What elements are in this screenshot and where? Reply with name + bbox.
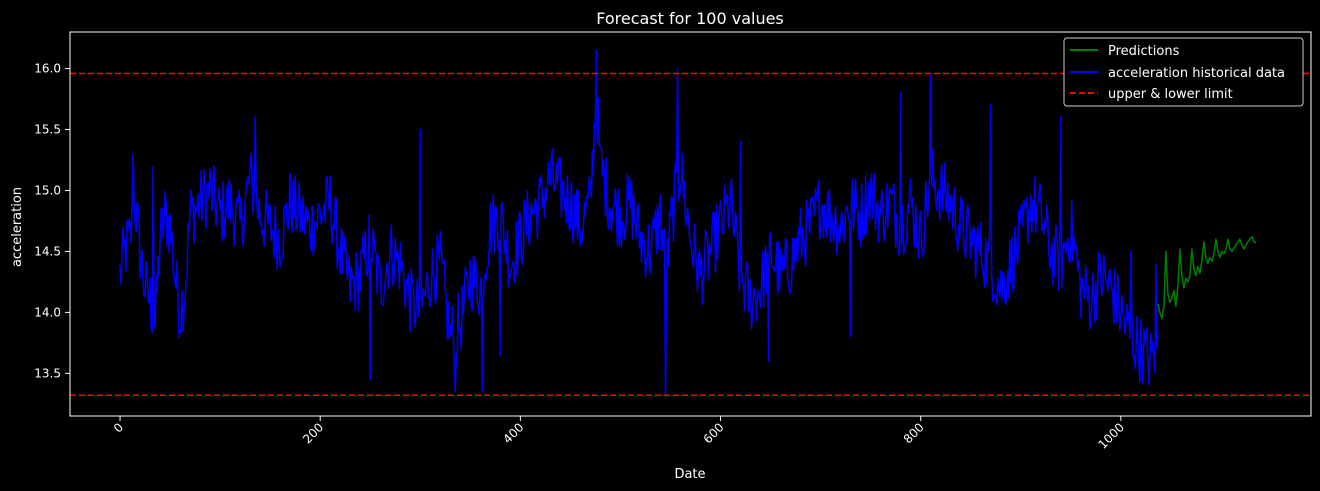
legend-label-historical: acceleration historical data: [1108, 66, 1285, 81]
legend-box: [1063, 37, 1304, 107]
legend: Predictions acceleration historical data…: [1063, 37, 1304, 107]
x-axis-label: Date: [674, 467, 705, 482]
predictions-series-line: [1157, 236, 1257, 320]
plot-frame: [69, 31, 1312, 417]
legend-label-limits: upper & lower limit: [1108, 87, 1233, 102]
chart-title: Forecast for 100 values: [596, 9, 784, 28]
y-axis-label: acceleration: [10, 187, 25, 267]
y-axis: 13.5 14.0 14.5 15.0 15.5 16.0: [34, 62, 70, 380]
y-tick-label: 13.5: [34, 366, 61, 380]
plot-lines: [70, 49, 1311, 398]
y-tick-label: 15.0: [34, 183, 61, 197]
legend-label-predictions: Predictions: [1108, 44, 1180, 59]
y-tick-label: 15.5: [34, 123, 61, 137]
y-tick-label: 14.0: [34, 305, 61, 319]
historical-series-line: [119, 49, 1159, 398]
y-tick-label: 14.5: [34, 244, 61, 258]
y-tick-label: 16.0: [34, 62, 61, 76]
